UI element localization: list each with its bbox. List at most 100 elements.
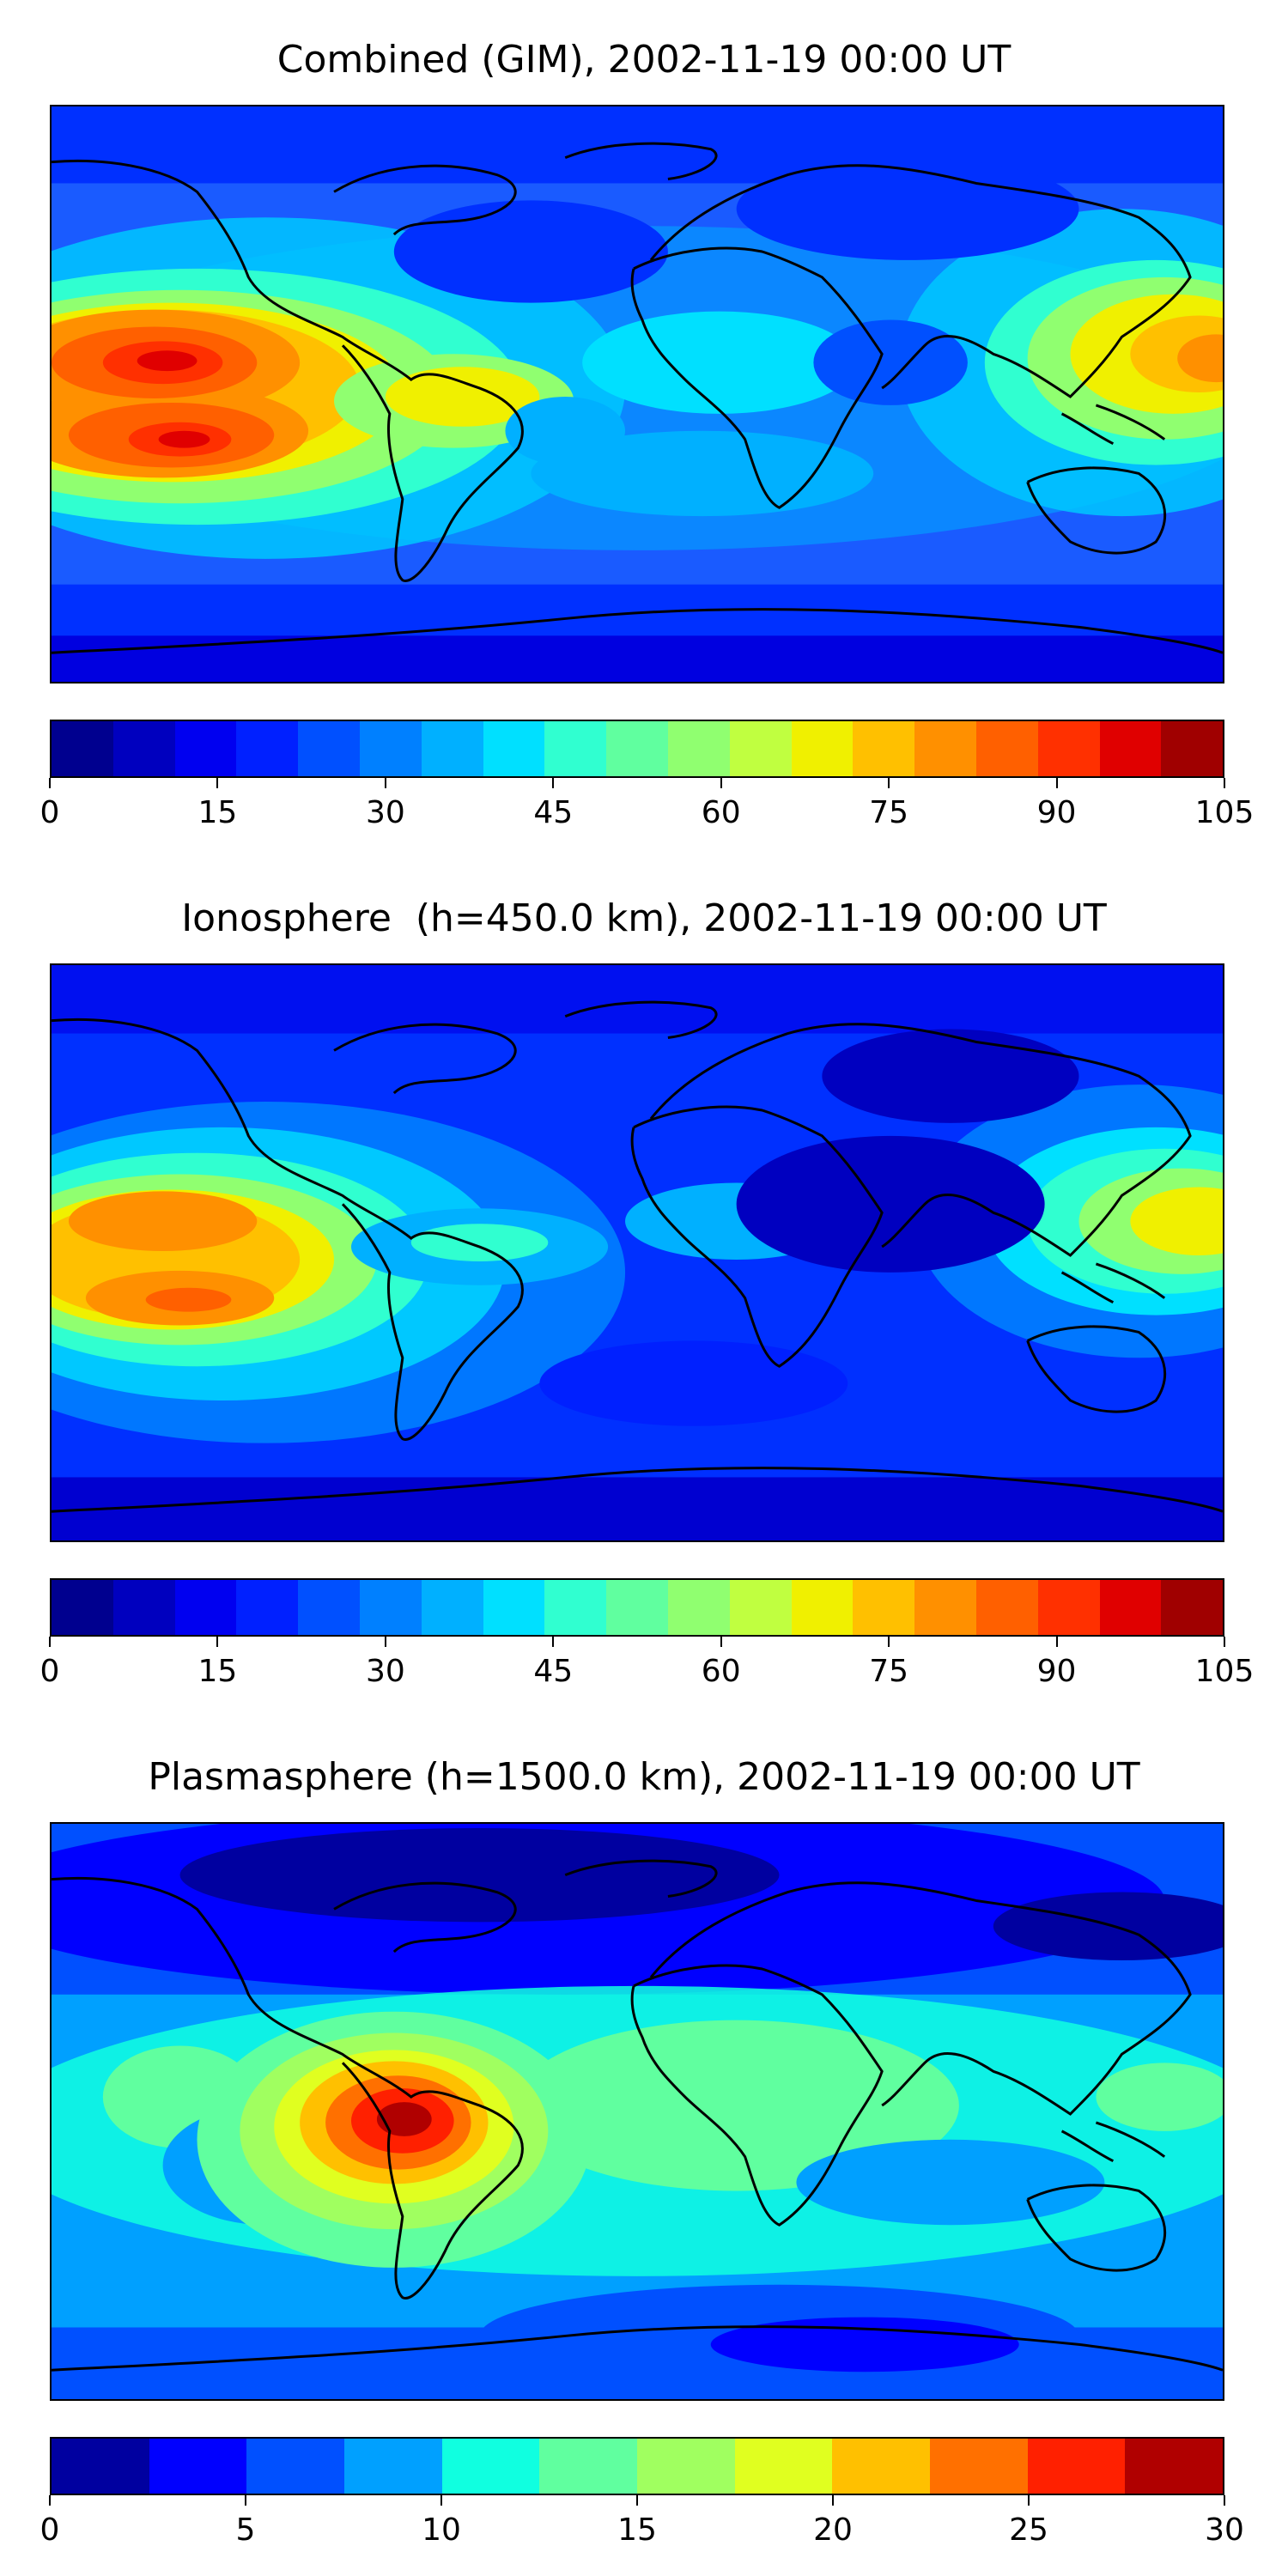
colorbar-segment [791, 1580, 854, 1635]
colorbar-segment [52, 1580, 113, 1635]
colorbar-tick-mark [49, 778, 51, 788]
colorbar-segment [930, 2439, 1028, 2494]
colorbar-segment [344, 2439, 442, 2494]
colorbar-segment [914, 1580, 976, 1635]
colorbar-tick-label: 105 [1194, 1654, 1255, 1689]
colorbar-tick-label: 0 [39, 2512, 60, 2548]
colorbar-segment [421, 1580, 483, 1635]
map-combined [50, 105, 1224, 683]
colorbar-segment [544, 721, 607, 776]
colorbar-segment [359, 721, 422, 776]
panel-plasmasphere: Plasmasphere (h=1500.0 km), 2002-11-19 0… [0, 1717, 1288, 2576]
colorbar-tick-mark [888, 778, 890, 788]
colorbar-tick-label: 0 [39, 795, 60, 830]
colorbar-segment [1161, 721, 1223, 776]
colorbar-tick-mark [1224, 2495, 1225, 2506]
colorbar-segment [483, 721, 545, 776]
colorbar-segment [421, 721, 483, 776]
colorbar-tick-mark [440, 2495, 442, 2506]
colorbar-tick-mark [636, 2495, 638, 2506]
colorbar-tick-mark [245, 2495, 246, 2506]
colorbar-segment [483, 1580, 545, 1635]
colorbar-ionosphere [50, 1578, 1224, 1637]
panel-title: Combined (GIM), 2002-11-19 00:00 UT [276, 38, 1012, 82]
colorbar-tick-label: 15 [617, 2512, 657, 2548]
colorbar-tick-mark [552, 1637, 555, 1647]
colorbar-segment [298, 721, 360, 776]
colorbar-segment [544, 1580, 607, 1635]
colorbar-tick-label: 20 [813, 2512, 853, 2548]
colorbar-segment [729, 1580, 792, 1635]
colorbar-segment [637, 2439, 735, 2494]
colorbar-segment [174, 721, 237, 776]
colorbar-tick-mark [216, 1637, 219, 1647]
colorbar-tick-label: 15 [197, 795, 238, 830]
colorbar-tick-mark [888, 1637, 890, 1647]
colorbar-tick-label: 25 [1009, 2512, 1048, 2548]
colorbar-tick-mark [49, 2495, 51, 2506]
colorbar-tick-mark [1224, 1637, 1225, 1647]
colorbar-tick-mark [1055, 1637, 1058, 1647]
colorbar-tick-label: 60 [701, 1654, 741, 1689]
colorbar-tick-label: 30 [365, 1654, 405, 1689]
colorbar-tick-label: 5 [235, 2512, 256, 2548]
map-ionosphere [50, 963, 1224, 1542]
colorbar-tick-label: 75 [869, 795, 909, 830]
colorbar-segment [832, 2439, 931, 2494]
colorbar-segment [1099, 1580, 1162, 1635]
panel-combined: Combined (GIM), 2002-11-19 00:00 UT [0, 0, 1288, 859]
colorbar-segment [52, 721, 113, 776]
colorbar-tick-label: 90 [1036, 1654, 1077, 1689]
colorbar-tick-label: 10 [422, 2512, 461, 2548]
colorbar-segment [606, 1580, 668, 1635]
colorbar-segment [174, 1580, 237, 1635]
colorbar-segment [914, 721, 976, 776]
colorbar-tick-mark [720, 778, 722, 788]
colorbar-segment [1161, 1580, 1223, 1635]
colorbar-segment [853, 721, 915, 776]
colorbar-tick-label: 45 [533, 795, 574, 830]
colorbar-segment [112, 1580, 175, 1635]
tec-map-plasmasphere [52, 1824, 1223, 2399]
colorbar-tick-mark [216, 778, 219, 788]
panel-ionosphere: Ionosphere (h=450.0 km), 2002-11-19 00:0… [0, 859, 1288, 1717]
colorbar-segment [539, 2439, 638, 2494]
colorbar-segment [1037, 721, 1100, 776]
colorbar-tick-label: 0 [39, 1654, 60, 1689]
colorbar-segment [1125, 2439, 1223, 2494]
colorbar-tick-label: 60 [701, 795, 741, 830]
colorbar-tick-mark [384, 1637, 386, 1647]
colorbar-segment [729, 721, 792, 776]
colorbar-segment [975, 721, 1038, 776]
colorbar-segment [791, 721, 854, 776]
colorbar-ticks-ionosphere: 0 15 30 45 60 75 90 105 [40, 1637, 1254, 1697]
colorbar-tick-mark [552, 778, 555, 788]
colorbar-tick-label: 90 [1036, 795, 1077, 830]
colorbar-tick-label: 45 [533, 1654, 574, 1689]
colorbar-segment [149, 2439, 247, 2494]
colorbar-tick-mark [1224, 778, 1225, 788]
colorbar-segment [667, 721, 730, 776]
panel-title: Plasmasphere (h=1500.0 km), 2002-11-19 0… [148, 1755, 1140, 1799]
colorbar-plasmasphere [50, 2437, 1224, 2495]
colorbar-segment [1099, 721, 1162, 776]
colorbar-tick-mark [49, 1637, 51, 1647]
colorbar-segment [236, 1580, 299, 1635]
colorbar-segment [298, 1580, 360, 1635]
tec-map-ionosphere [52, 965, 1223, 1540]
colorbar-tick-mark [1055, 778, 1058, 788]
colorbar-segment [975, 1580, 1038, 1635]
colorbar-tick-mark [384, 778, 386, 788]
colorbar-segment [112, 721, 175, 776]
colorbar-segment [359, 1580, 422, 1635]
colorbar-segment [734, 2439, 833, 2494]
colorbar-tick-label: 30 [1205, 2512, 1244, 2548]
colorbar-segment [441, 2439, 540, 2494]
colorbar-tick-mark [720, 1637, 722, 1647]
panel-title: Ionosphere (h=450.0 km), 2002-11-19 00:0… [181, 896, 1107, 940]
colorbar-tick-mark [832, 2495, 834, 2506]
colorbar-segment [1027, 2439, 1126, 2494]
colorbar-segment [52, 2439, 149, 2494]
colorbar-combined [50, 720, 1224, 778]
colorbar-tick-label: 30 [365, 795, 405, 830]
